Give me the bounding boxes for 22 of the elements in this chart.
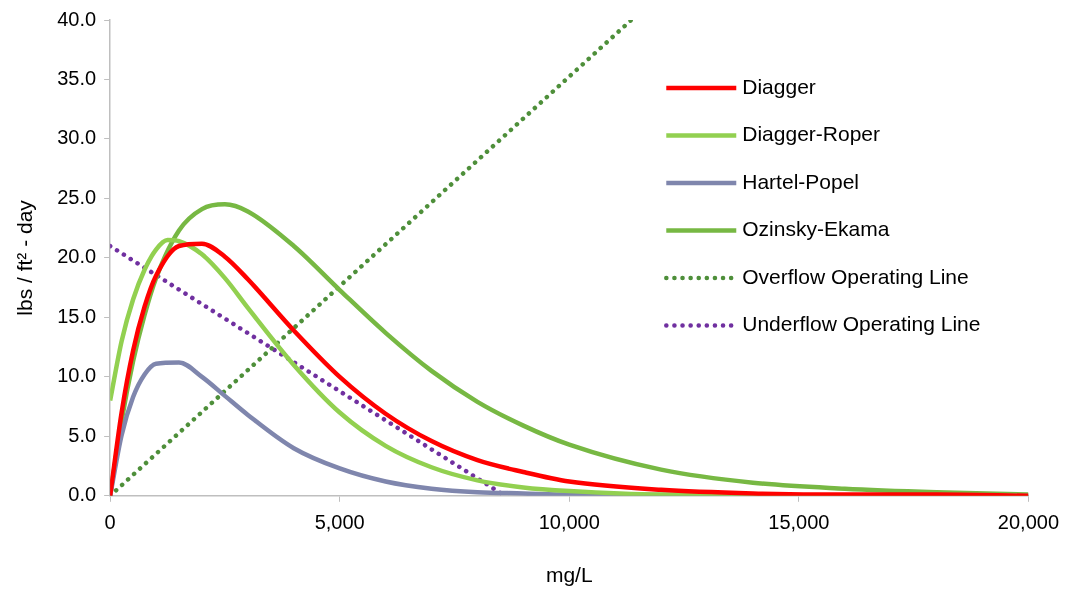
x-tick-label: 0 — [104, 511, 116, 534]
legend-label: Hartel-Popel — [742, 169, 860, 193]
x-tick-label: 20,000 — [997, 511, 1059, 534]
x-tick-label: 10,000 — [538, 511, 600, 534]
legend-label: Ozinsky-Ekama — [742, 217, 890, 241]
y-tick-label: 25.0 — [57, 185, 97, 208]
legend-label: Diagger — [742, 74, 816, 98]
y-tick-label: 40.0 — [57, 7, 97, 30]
legend-label: Overflow Operating Line — [742, 264, 969, 288]
y-tick-label: 35.0 — [57, 66, 97, 89]
x-axis-title: mg/L — [545, 563, 593, 587]
y-tick-label: 20.0 — [57, 245, 97, 268]
y-axis-title: lbs / ft² - day — [13, 199, 37, 316]
y-tick-label: 10.0 — [57, 364, 97, 387]
x-tick-label: 15,000 — [768, 511, 830, 534]
y-tick-label: 0.0 — [68, 483, 97, 506]
x-tick-label: 5,000 — [314, 511, 365, 534]
y-tick-label: 30.0 — [57, 126, 97, 149]
y-tick-label: 5.0 — [68, 423, 97, 446]
legend-label: Underflow Operating Line — [742, 312, 981, 336]
legend-label: Diagger-Roper — [742, 122, 881, 146]
y-tick-label: 15.0 — [57, 304, 97, 327]
